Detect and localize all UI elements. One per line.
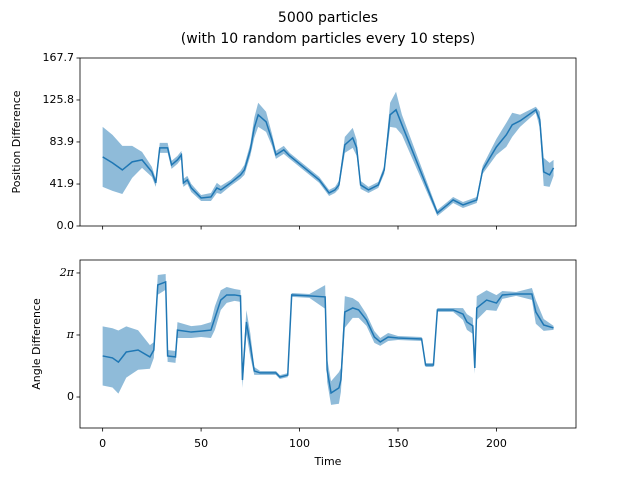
y-axis-label: Angle Difference bbox=[30, 298, 43, 390]
band bbox=[102, 274, 554, 405]
y-tick-label: π bbox=[66, 328, 75, 341]
axes-frame bbox=[79, 259, 577, 429]
mean-line bbox=[102, 108, 555, 215]
x-axis-label: Time bbox=[314, 455, 342, 468]
x-tick-label: 150 bbox=[387, 437, 408, 450]
x-tick-label: 50 bbox=[194, 437, 208, 450]
x-tick-label: 100 bbox=[289, 437, 310, 450]
plot-area bbox=[102, 274, 554, 405]
y-tick-label: 167.7 bbox=[43, 51, 75, 64]
y-tick-label: 83.9 bbox=[50, 135, 75, 148]
y-tick-label: 0.0 bbox=[57, 219, 75, 232]
x-tick-label: 200 bbox=[486, 437, 507, 450]
y-tick-label: 2π bbox=[59, 266, 75, 279]
plot-area bbox=[102, 91, 555, 216]
y-tick-label: 0 bbox=[67, 390, 74, 403]
chart-title: 5000 particles bbox=[278, 10, 378, 26]
y-tick-label: 125.8 bbox=[43, 93, 75, 106]
mean-line bbox=[102, 280, 554, 395]
chart-subtitle: (with 10 random particles every 10 steps… bbox=[181, 31, 475, 47]
y-tick-label: 41.9 bbox=[50, 177, 75, 190]
y-axis-label: Position Difference bbox=[10, 90, 23, 193]
x-tick-label: 0 bbox=[99, 437, 106, 450]
